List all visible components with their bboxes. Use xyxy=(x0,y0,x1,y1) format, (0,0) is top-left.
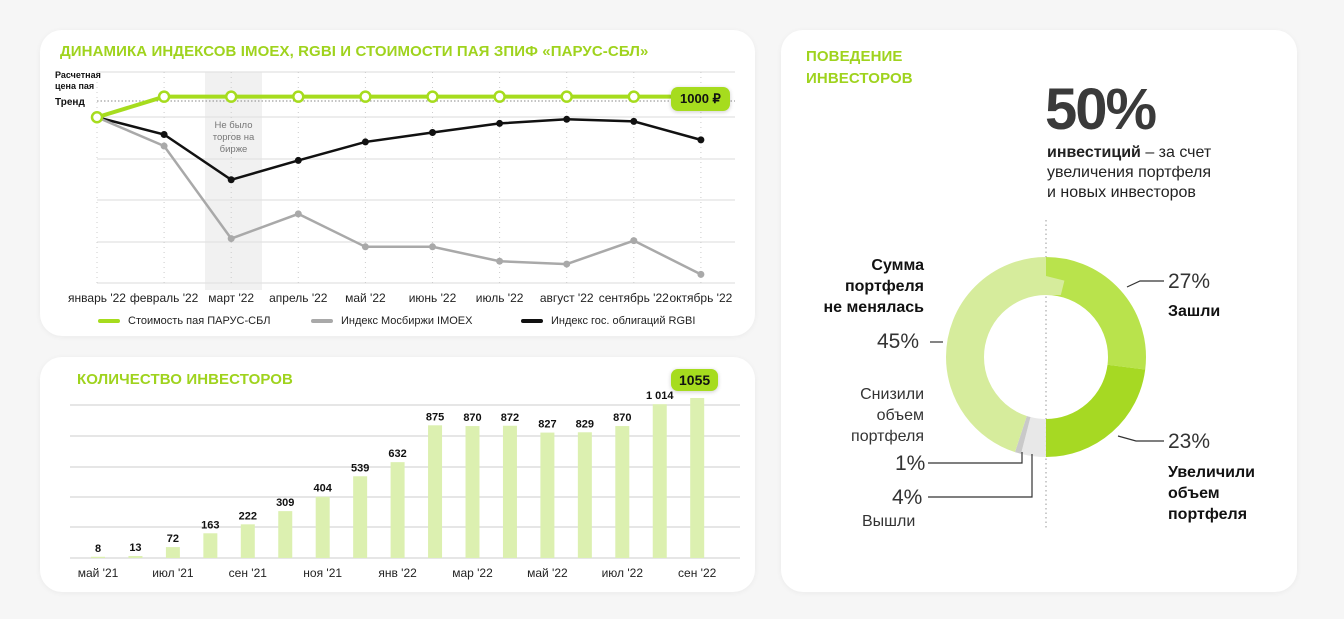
desc-text: увеличения портфеля xyxy=(1047,164,1212,181)
label-line: портфеля xyxy=(1168,506,1248,523)
desc-text: – за счет xyxy=(1140,144,1212,161)
price-badge: 1000 ₽ xyxy=(671,87,730,111)
desc-text: и новых инвесторов xyxy=(1047,184,1196,201)
index-dynamics-card xyxy=(40,30,755,336)
note-line: торгов на xyxy=(212,132,255,143)
legend-swatch xyxy=(311,319,333,323)
y-label-line1: Расчетная xyxy=(55,70,101,80)
big-percent: 50% xyxy=(1045,77,1157,142)
label-line: не менялась xyxy=(823,299,924,316)
label-line: Сумма xyxy=(871,257,924,274)
y-label-line2: цена пая xyxy=(55,81,95,91)
big-percent-description: инвестиций – за счет увеличения портфеля… xyxy=(1047,143,1211,203)
investors-count-title: КОЛИЧЕСТВО ИНВЕСТОРОВ xyxy=(77,371,293,388)
seg-pct-27: 27% xyxy=(1168,270,1211,293)
label-line: Снизили xyxy=(860,386,924,403)
label-line: объем xyxy=(876,407,924,424)
seg-label-decreased: Снизили объем портфеля xyxy=(851,384,924,447)
last-value-badge: 1055 xyxy=(671,369,719,391)
no-trading-note: Не было торгов на бирже xyxy=(205,120,262,156)
seg-pct-45: 45% xyxy=(877,330,920,353)
trend-label: Тренд xyxy=(55,97,85,108)
legend-label: Индекс Мосбиржи IMOEX xyxy=(341,315,473,327)
seg-label-increased: Увеличили объем портфеля xyxy=(1168,462,1255,525)
seg-label-exited: Вышли xyxy=(862,513,916,530)
seg-pct-4: 4% xyxy=(892,486,923,509)
seg-pct-1: 1% xyxy=(895,452,926,475)
legend-swatch xyxy=(521,319,543,323)
legend-item-parus: Стоимость пая ПАРУС-СБЛ xyxy=(98,315,271,327)
investors-count-card xyxy=(40,357,755,592)
legend-label: Индекс гос. облигаций RGBI xyxy=(551,315,696,327)
desc-bold: инвестиций xyxy=(1047,144,1141,161)
index-dynamics-title: ДИНАМИКА ИНДЕКСОВ IMOEX, RGBI И СТОИМОСТ… xyxy=(60,43,649,60)
investor-behavior-title: ПОВЕДЕНИЕ ИНВЕСТОРОВ xyxy=(806,46,913,90)
label-line: объем xyxy=(1168,485,1220,502)
title-line: ИНВЕСТОРОВ xyxy=(806,70,913,87)
label-line: Увеличили xyxy=(1168,464,1255,481)
label-line: портфеля xyxy=(844,278,924,295)
title-line: ПОВЕДЕНИЕ xyxy=(806,48,903,65)
y-axis-label: Расчетная цена пая xyxy=(55,70,101,92)
legend-item-rgbi: Индекс гос. облигаций RGBI xyxy=(521,315,695,327)
seg-label-entered: Зашли xyxy=(1168,303,1221,320)
label-line: портфеля xyxy=(851,428,924,445)
seg-pct-23: 23% xyxy=(1168,430,1211,453)
note-line: Не было xyxy=(214,120,253,131)
legend-swatch xyxy=(98,319,120,323)
legend-label: Стоимость пая ПАРУС-СБЛ xyxy=(128,315,271,327)
legend-item-imoex: Индекс Мосбиржи IMOEX xyxy=(311,315,472,327)
note-line: бирже xyxy=(219,144,248,155)
seg-label-unchanged: Сумма портфеля не менялась xyxy=(823,255,924,318)
